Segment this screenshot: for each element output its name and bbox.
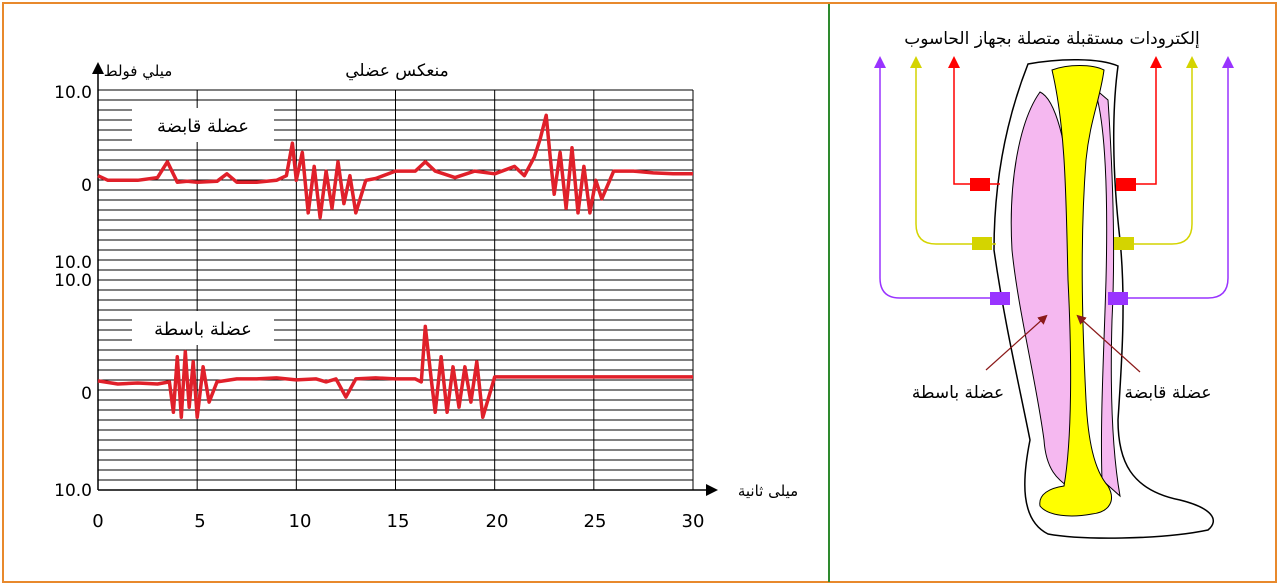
flexor-trace-label: عضلة قابضة — [157, 116, 249, 137]
x-tick-label: 30 — [682, 511, 705, 532]
y-tick-label: 10.0 — [54, 271, 92, 291]
chart-traces — [97, 113, 693, 420]
x-tick-label: 20 — [486, 511, 509, 532]
x-tick-label: 15 — [387, 511, 410, 532]
label-box — [132, 311, 274, 345]
y-tick-label: 10.0 — [54, 253, 92, 273]
chart-axes — [92, 62, 718, 496]
x-tick-label: 5 — [194, 511, 205, 532]
y-axis-label: ميلي فولط — [104, 62, 173, 81]
x-ticks: 0 5 10 15 20 25 30 — [92, 511, 704, 532]
x-tick-label: 10 — [289, 511, 312, 532]
y-tick-label: 10.0 — [54, 83, 92, 103]
panel-divider — [828, 4, 830, 582]
label-box — [132, 108, 274, 142]
chart-title: منعكس عضلي — [345, 61, 449, 81]
y-tick-label: 0 — [81, 384, 92, 404]
extensor-trace-line — [97, 324, 693, 420]
y-tick-label: 10.0 — [54, 481, 92, 501]
y-tick-label: 0 — [81, 176, 92, 196]
emg-chart: منعكس عضلي ميلي فولط ميلى ثانية 10.0 0 1… — [54, 61, 798, 532]
x-tick-label: 0 — [92, 511, 103, 532]
flexor-trace-line — [97, 113, 693, 220]
chart-grid — [97, 89, 694, 491]
extensor-trace-label: عضلة باسطة — [154, 319, 252, 340]
x-tick-label: 25 — [584, 511, 607, 532]
x-axis-label: ميلى ثانية — [738, 482, 798, 500]
